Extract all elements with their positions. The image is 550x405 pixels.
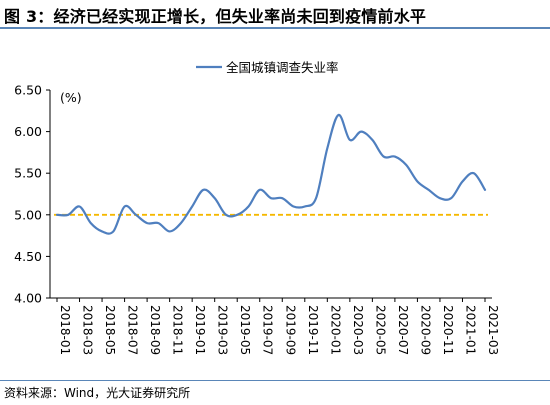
x-tick-label: 2018-11	[171, 305, 185, 355]
x-tick-label: 2019-07	[261, 305, 275, 355]
y-tick-label: 4.00	[14, 291, 42, 306]
y-tick-label: 5.00	[14, 207, 42, 222]
x-tick-label: 2018-09	[148, 305, 162, 355]
y-tick-label: 6.00	[14, 124, 42, 139]
x-tick-label: 2018-01	[58, 305, 72, 355]
x-tick-label: 2018-07	[126, 305, 140, 355]
x-tick-label: 2018-05	[103, 305, 117, 355]
figure-title: 图 3：经济已经实现正增长，但失业率尚未回到疫情前水平	[4, 7, 427, 26]
chart-legend: 全国城镇调查失业率	[196, 60, 339, 75]
line-chart: 全国城镇调查失业率 (%) 4.00 4.50 5.00 5.50 6.00 6.50 2…	[14, 60, 500, 355]
title-rule	[0, 27, 550, 29]
x-tick-label: 2019-03	[216, 305, 230, 355]
x-tick-label: 2019-09	[283, 305, 297, 355]
y-tick-label: 6.50	[14, 83, 42, 98]
x-tick-label: 2019-05	[238, 305, 252, 355]
legend-label: 全国城镇调查失业率	[226, 60, 339, 75]
x-tick-label: 2021-03	[486, 305, 500, 355]
x-tick-label: 2019-01	[193, 305, 207, 355]
y-axis: 4.00 4.50 5.00 5.50 6.00 6.50	[14, 83, 51, 306]
x-tick-label: 2020-03	[351, 305, 365, 355]
y-axis-unit-label: (%)	[60, 90, 82, 105]
x-tick-label: 2019-11	[306, 305, 320, 355]
x-axis: 2018-01 2018-03 2018-05 2018-07 2018-09 2018-…	[50, 297, 500, 355]
x-tick-label: 2020-07	[396, 305, 410, 355]
x-tick-label: 2020-05	[373, 305, 387, 355]
x-tick-label: 2020-09	[418, 305, 432, 355]
x-tick-label: 2020-11	[441, 305, 455, 355]
series-line	[55, 113, 487, 235]
footer-rule	[0, 380, 550, 381]
source-note: 资料来源：Wind，光大证券研究所	[4, 386, 191, 400]
y-tick-label: 4.50	[14, 249, 42, 264]
plot-area	[54, 113, 488, 235]
x-tick-label: 2021-01	[463, 305, 477, 355]
x-tick-label: 2018-03	[81, 305, 95, 355]
x-tick-label: 2020-01	[328, 305, 342, 355]
y-tick-label: 5.50	[14, 166, 42, 181]
